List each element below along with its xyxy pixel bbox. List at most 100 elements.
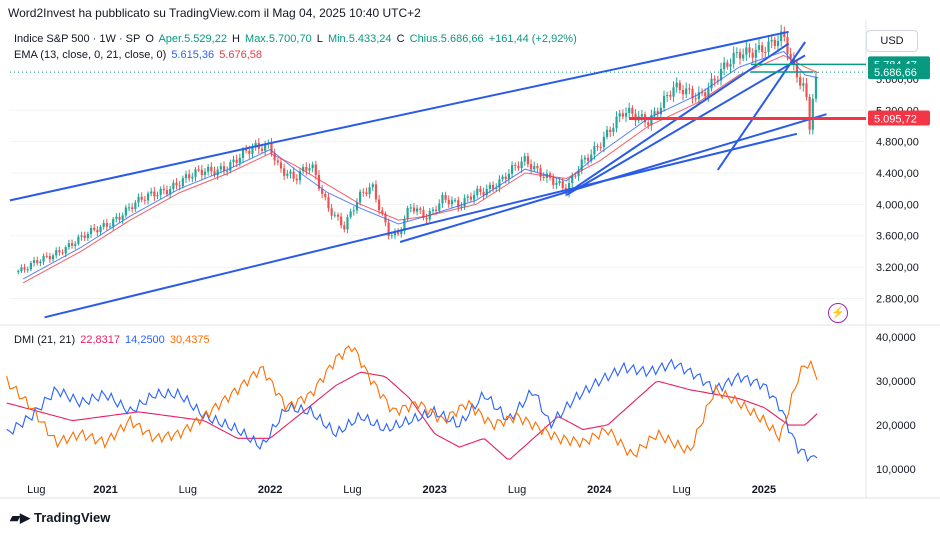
candle[interactable]: [609, 126, 612, 138]
candle[interactable]: [507, 169, 511, 184]
candle[interactable]: [450, 196, 454, 209]
candle[interactable]: [501, 174, 504, 182]
candle[interactable]: [374, 180, 378, 203]
candle[interactable]: [371, 182, 374, 191]
trendline[interactable]: [399, 113, 827, 243]
candle[interactable]: [669, 90, 672, 101]
candle[interactable]: [412, 203, 416, 215]
candle[interactable]: [631, 105, 634, 118]
candle[interactable]: [802, 77, 805, 92]
candle[interactable]: [203, 168, 207, 179]
candle[interactable]: [77, 234, 80, 246]
candle[interactable]: [675, 77, 678, 93]
candle[interactable]: [447, 195, 450, 208]
symbol-label[interactable]: Indice S&P 500 · 1W · SP: [14, 33, 141, 45]
candle[interactable]: [289, 169, 292, 179]
candle[interactable]: [681, 84, 685, 101]
candle[interactable]: [251, 143, 254, 159]
candle[interactable]: [805, 77, 808, 101]
candle[interactable]: [621, 109, 624, 120]
candle[interactable]: [457, 196, 460, 212]
candle[interactable]: [36, 256, 39, 266]
candle[interactable]: [336, 212, 340, 221]
candle[interactable]: [229, 159, 232, 174]
candle[interactable]: [425, 213, 428, 224]
candle[interactable]: [324, 191, 327, 201]
candle[interactable]: [121, 212, 124, 224]
candle[interactable]: [533, 161, 536, 173]
candle[interactable]: [469, 192, 473, 202]
candle[interactable]: [764, 46, 767, 58]
candle[interactable]: [96, 226, 99, 237]
candle[interactable]: [628, 102, 631, 118]
candle[interactable]: [45, 252, 48, 259]
candle[interactable]: [222, 161, 226, 175]
candle[interactable]: [365, 187, 368, 197]
candle[interactable]: [89, 225, 93, 238]
candle[interactable]: [615, 111, 618, 133]
candle[interactable]: [184, 170, 188, 183]
candle[interactable]: [602, 131, 605, 153]
candle[interactable]: [153, 187, 156, 201]
price-label-badge[interactable]: 5.095,72: [868, 110, 930, 126]
candle[interactable]: [748, 43, 751, 58]
candle[interactable]: [270, 137, 273, 157]
candle[interactable]: [124, 204, 127, 218]
candle[interactable]: [51, 253, 55, 262]
candle[interactable]: [327, 193, 330, 212]
candle[interactable]: [39, 259, 42, 267]
candle[interactable]: [653, 107, 656, 119]
candle[interactable]: [799, 72, 802, 90]
candle[interactable]: [213, 166, 216, 178]
candle[interactable]: [650, 109, 653, 131]
candle[interactable]: [302, 163, 305, 174]
candle[interactable]: [476, 185, 479, 199]
candle[interactable]: [539, 164, 542, 182]
candle[interactable]: [618, 109, 621, 123]
price-pane[interactable]: [10, 24, 866, 284]
candle[interactable]: [678, 79, 681, 94]
candle[interactable]: [393, 228, 397, 240]
candle[interactable]: [811, 93, 814, 135]
candle[interactable]: [143, 195, 146, 205]
candle[interactable]: [773, 36, 776, 50]
candle[interactable]: [359, 189, 362, 206]
candle[interactable]: [264, 140, 267, 156]
candle[interactable]: [340, 212, 343, 229]
candle[interactable]: [593, 141, 596, 160]
candle[interactable]: [99, 224, 102, 236]
candle[interactable]: [305, 162, 308, 176]
candle[interactable]: [754, 43, 757, 65]
candle[interactable]: [542, 172, 545, 181]
candle[interactable]: [444, 191, 447, 203]
candle[interactable]: [254, 139, 257, 151]
candle[interactable]: [691, 85, 694, 104]
candle[interactable]: [745, 41, 748, 61]
currency-button[interactable]: USD: [866, 30, 918, 52]
candle[interactable]: [352, 206, 355, 216]
candle[interactable]: [640, 109, 643, 122]
candle[interactable]: [80, 231, 83, 241]
candle[interactable]: [710, 72, 713, 92]
candle[interactable]: [482, 187, 485, 200]
candle[interactable]: [510, 161, 514, 178]
candle[interactable]: [58, 246, 61, 256]
candle[interactable]: [317, 170, 321, 192]
candle[interactable]: [381, 206, 384, 216]
candle[interactable]: [666, 91, 669, 102]
candle[interactable]: [419, 206, 422, 214]
candle[interactable]: [526, 152, 530, 168]
candle[interactable]: [131, 203, 134, 213]
dmi-pane[interactable]: [6, 345, 818, 463]
candle[interactable]: [479, 185, 482, 196]
dmi-line-adx[interactable]: [6, 371, 818, 460]
candle[interactable]: [330, 203, 333, 220]
candle[interactable]: [583, 155, 586, 164]
candle[interactable]: [188, 169, 191, 182]
candle[interactable]: [283, 163, 286, 181]
dmi-line-di[interactable]: [6, 358, 818, 463]
candle[interactable]: [814, 70, 818, 103]
candle[interactable]: [226, 166, 229, 176]
candle[interactable]: [29, 260, 32, 272]
candle[interactable]: [453, 198, 457, 203]
